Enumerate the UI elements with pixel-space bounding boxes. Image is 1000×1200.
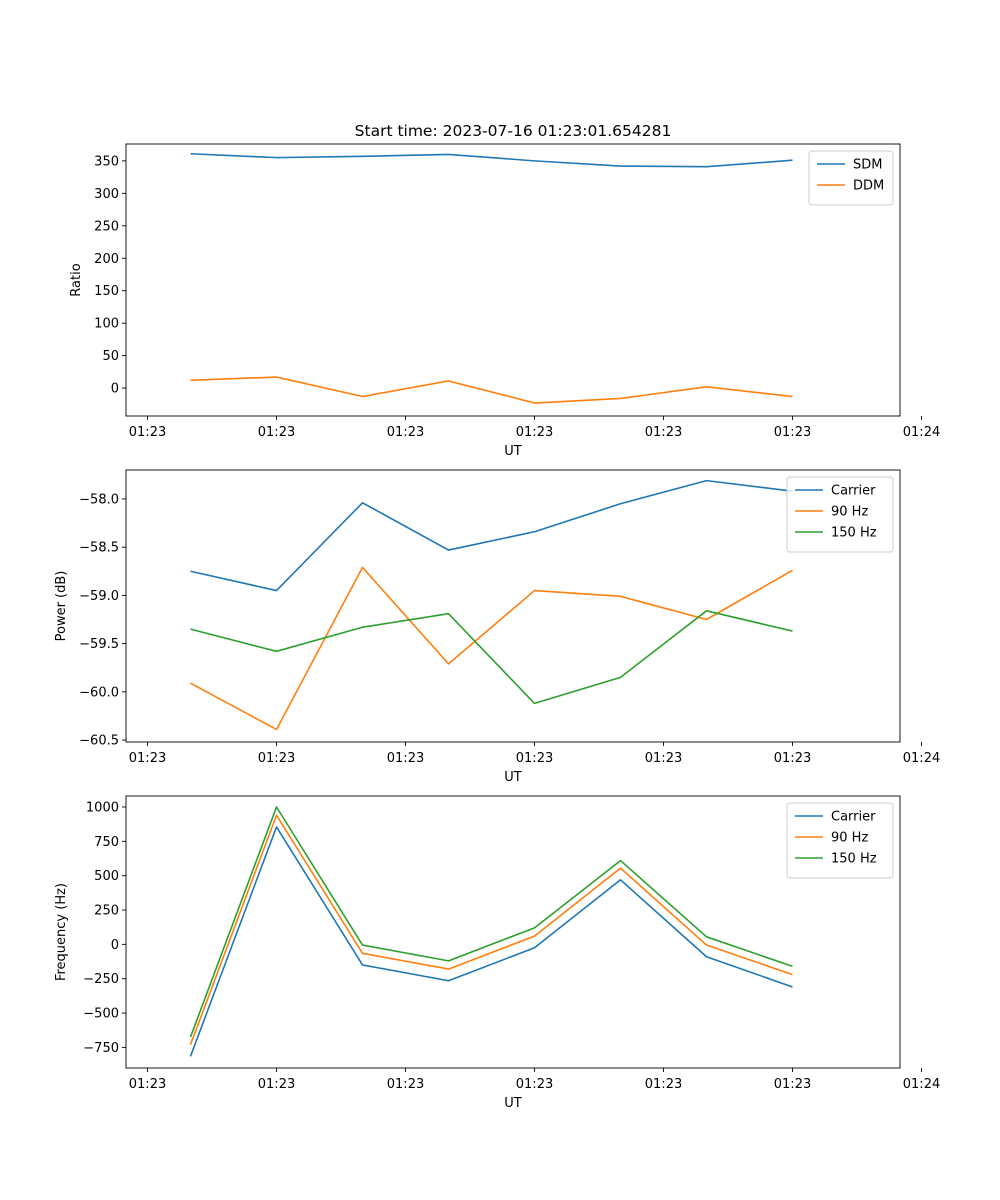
legend-label-90-hz: 90 Hz [831, 505, 868, 520]
y-tick-label: 500 [94, 869, 119, 884]
y-tick-label: 250 [94, 904, 119, 919]
frequency-series-carrier-line [189, 826, 793, 1057]
legend-label-carrier: Carrier [831, 810, 876, 825]
frequency-series-90-hz-line [189, 814, 793, 1045]
x-tick-label: 01:23 [258, 751, 295, 766]
y-tick-label: −60.0 [79, 685, 119, 700]
power-series-90-hz-line [190, 566, 793, 731]
x-tick-label: 01:23 [387, 1077, 424, 1092]
x-tick-label: 01:24 [903, 1077, 940, 1092]
y-axis-label: Ratio [69, 263, 84, 296]
x-tick-label: 01:23 [645, 425, 682, 440]
power-series-150-hz-line [190, 610, 793, 705]
x-tick-label: 01:23 [258, 425, 295, 440]
x-tick-label: 01:23 [516, 1077, 553, 1092]
x-tick-label: 01:23 [129, 751, 166, 766]
x-tick-label: 01:24 [903, 751, 940, 766]
x-axis-label: UT [504, 444, 522, 459]
y-tick-label: 50 [102, 349, 119, 364]
y-tick-label: −59.5 [79, 637, 119, 652]
ratio-chart: 01:23 01:23 01:23 01:23 01:23 01:23 01:24 0 50 10… [69, 143, 940, 459]
x-tick-label: 01:23 [258, 1077, 295, 1092]
y-tick-label: 200 [94, 252, 119, 267]
y-tick-label: 250 [94, 219, 119, 234]
y-tick-label: 0 [111, 382, 119, 397]
y-tick-label: 750 [94, 835, 119, 850]
x-axis-label: UT [504, 770, 522, 785]
y-tick-label: −250 [83, 972, 119, 987]
x-tick-label: 01:24 [903, 425, 940, 440]
x-tick-label: 01:23 [387, 751, 424, 766]
y-tick-label: 350 [94, 154, 119, 169]
x-tick-label: 01:23 [129, 1077, 166, 1092]
y-tick-label: 100 [94, 317, 119, 332]
frequency-chart: 01:23 01:23 01:23 01:23 01:23 01:23 01:24 −750 −… [54, 795, 940, 1111]
y-tick-label: 0 [111, 938, 119, 953]
frequency-series-150-hz-line [189, 806, 793, 1038]
x-tick-label: 01:23 [774, 1077, 811, 1092]
y-tick-label: 150 [94, 284, 119, 299]
power-series-carrier-line [190, 479, 793, 592]
y-axis-label: Frequency (Hz) [54, 883, 69, 981]
legend-label-sdm: SDM [853, 158, 882, 173]
frequency-axes-frame [125, 795, 901, 1069]
y-tick-label: −60.5 [79, 734, 119, 749]
y-tick-label: −58.0 [79, 492, 119, 507]
x-tick-label: 01:23 [387, 425, 424, 440]
x-tick-label: 01:23 [516, 425, 553, 440]
legend-box [786, 476, 894, 553]
legend-label-90-hz: 90 Hz [831, 831, 868, 846]
legend-label-150-hz: 150 Hz [831, 526, 877, 541]
x-tick-label: 01:23 [774, 751, 811, 766]
legend-label-ddm: DDM [853, 179, 884, 194]
y-tick-label: −59.0 [79, 589, 119, 604]
y-tick-label: 1000 [86, 800, 119, 815]
x-tick-label: 01:23 [129, 425, 166, 440]
x-tick-label: 01:23 [645, 751, 682, 766]
power-chart: 01:23 01:23 01:23 01:23 01:23 01:23 01:24 −60.5… [54, 469, 940, 785]
ratio-series-sdm-line [190, 152, 793, 168]
x-axis-label: UT [504, 1096, 522, 1111]
y-tick-label: 300 [94, 187, 119, 202]
x-tick-label: 01:23 [516, 751, 553, 766]
legend-box [786, 802, 894, 879]
power-axes-frame [125, 469, 901, 743]
y-tick-label: −750 [83, 1041, 119, 1056]
ratio-series-ddm-line [190, 376, 793, 404]
x-tick-label: 01:23 [645, 1077, 682, 1092]
y-axis-label: Power (dB) [54, 571, 69, 642]
legend-label-150-hz: 150 Hz [831, 852, 877, 867]
legend-label-carrier: Carrier [831, 484, 876, 499]
y-tick-label: −58.5 [79, 541, 119, 556]
ratio-axes-frame [125, 143, 901, 417]
x-tick-label: 01:23 [774, 425, 811, 440]
figure-title: Start time: 2023-07-16 01:23:01.654281 [355, 122, 672, 140]
y-tick-label: −500 [83, 1007, 119, 1022]
